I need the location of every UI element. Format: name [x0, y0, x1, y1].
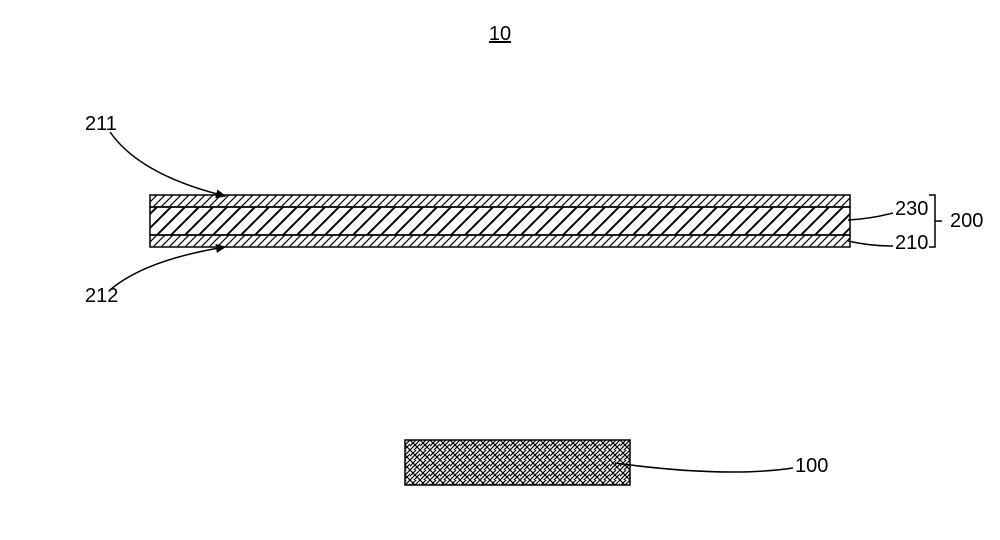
label-230: 230 — [895, 198, 928, 221]
label-211: 211 — [85, 113, 117, 136]
leader-210 — [848, 241, 893, 246]
diagram-svg — [0, 0, 1000, 540]
leader-100 — [615, 463, 793, 472]
layer-middle-230 — [150, 207, 850, 235]
label-212: 212 — [85, 285, 118, 308]
figure-container: 10 — [0, 0, 1000, 540]
leader-212 — [110, 247, 225, 290]
block-100 — [405, 440, 630, 485]
label-200: 200 — [950, 210, 983, 233]
layer-bottom-212 — [150, 235, 850, 247]
leader-230 — [848, 213, 893, 220]
label-100: 100 — [795, 455, 828, 478]
layer-top-211 — [150, 195, 850, 207]
leader-211 — [110, 132, 225, 196]
bracket-200 — [929, 195, 942, 247]
label-210: 210 — [895, 232, 928, 255]
